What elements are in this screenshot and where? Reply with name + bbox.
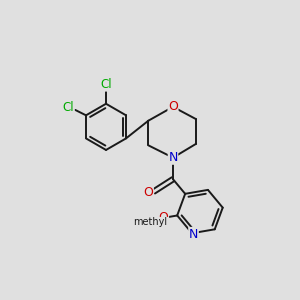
Text: Cl: Cl (62, 101, 74, 114)
Text: N: N (189, 227, 198, 241)
Text: O: O (159, 212, 169, 224)
Text: Cl: Cl (100, 78, 112, 91)
Text: methyl: methyl (134, 218, 168, 227)
Text: O: O (143, 186, 153, 199)
Text: N: N (168, 151, 178, 164)
Text: O: O (168, 100, 178, 113)
